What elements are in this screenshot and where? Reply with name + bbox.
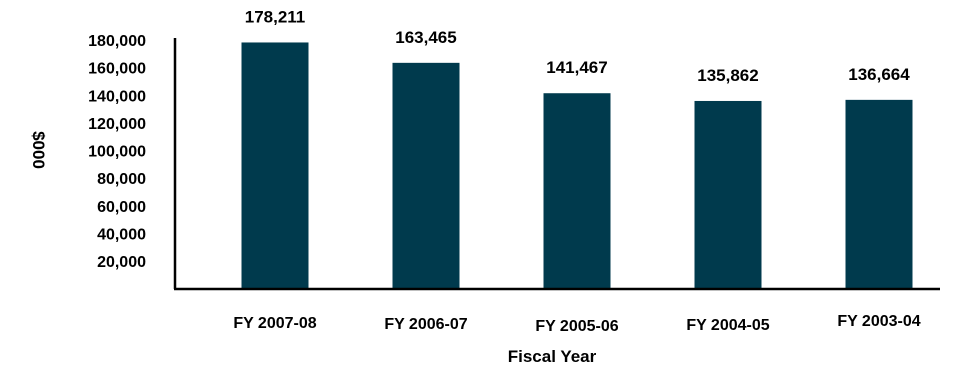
category-label: FY 2005-06: [535, 318, 618, 335]
value-label: 141,467: [546, 58, 607, 77]
value-label: 178,211: [245, 7, 306, 26]
bar: [543, 93, 611, 289]
y-tick-label: 180,000: [88, 33, 146, 50]
y-tick-label: 140,000: [88, 88, 146, 105]
y-tick-label: 80,000: [97, 171, 146, 188]
bar: [845, 99, 913, 289]
category-label: FY 2006-07: [384, 316, 467, 333]
y-tick-label: 20,000: [97, 254, 146, 271]
y-tick-label: 40,000: [97, 226, 146, 243]
bars: [241, 42, 913, 290]
value-labels: 178,211 163,465 141,467 135,862 136,664: [245, 7, 911, 84]
y-tick-label: 120,000: [88, 116, 146, 133]
y-tick-label: 160,000: [88, 61, 146, 78]
category-label: FY 2003-04: [837, 313, 920, 330]
y-axis-title: $000: [29, 131, 48, 169]
value-label: 136,664: [848, 65, 910, 84]
value-label: 163,465: [395, 28, 456, 47]
category-label: FY 2007-08: [233, 315, 316, 332]
value-label: 135,862: [697, 66, 758, 85]
y-tick-label: 60,000: [97, 199, 146, 216]
bar: [392, 62, 460, 289]
y-tick-label: 100,000: [88, 144, 146, 161]
y-axis-ticks: 20,000 40,000 60,000 80,000 100,000 120,000 14…: [88, 33, 146, 271]
bar: [694, 100, 762, 290]
bar: [241, 42, 309, 290]
category-label: FY 2004-05: [686, 317, 769, 334]
category-labels: FY 2007-08 FY 2006-07 FY 2005-06 FY 2004-05…: [233, 313, 920, 335]
x-axis-title: Fiscal Year: [508, 347, 597, 366]
